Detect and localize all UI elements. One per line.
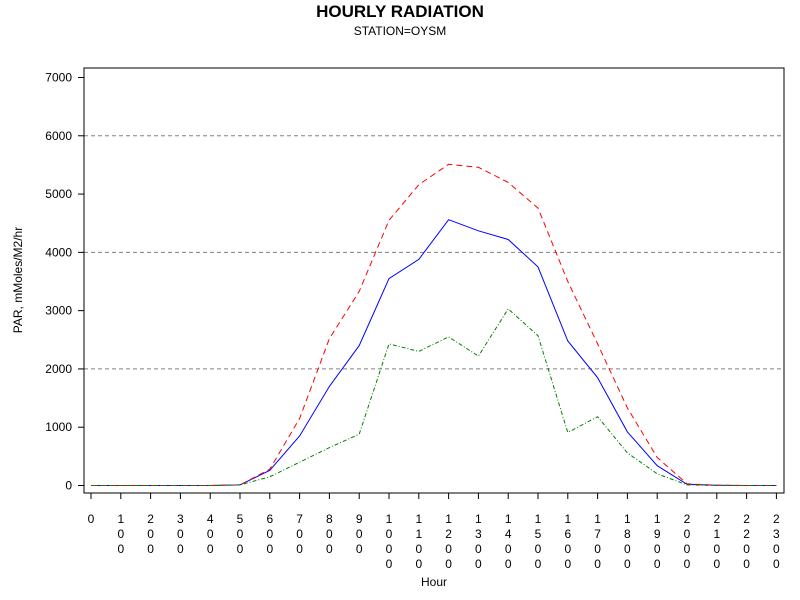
y-tick-label: 4000: [45, 245, 72, 259]
y-axis-label: PAR, mMoles/M2/hr: [11, 227, 25, 333]
y-axis: 0 1000 2000 3000 4000 5000 6000 7000: [45, 71, 84, 493]
series-line-2: [91, 163, 777, 486]
x-axis-label: Hour: [421, 575, 447, 589]
gridlines: [84, 135, 784, 370]
x-axis: 0 1 0 0 2 0 0 3 0 0 4 0 0 5 0 0 6 0 0 7 0 0 8 0 0 9 0 0 1 0 0 0 1 1 0 0 1 2 0 0…: [88, 493, 780, 571]
y-tick-label: 5000: [45, 187, 72, 201]
series-line-1: [91, 219, 777, 486]
series-lines: [91, 163, 777, 486]
plot-frame: [83, 67, 785, 494]
y-tick-label: 1000: [45, 420, 72, 434]
y-tick-label: 0: [65, 479, 72, 493]
chart-title: HOURLY RADIATION: [316, 2, 484, 21]
series-line-3: [91, 308, 777, 486]
y-tick-label: 6000: [45, 129, 72, 143]
y-tick-label: 7000: [45, 71, 72, 85]
y-tick-label: 2000: [45, 362, 72, 376]
x-tick-label: 0: [88, 512, 95, 526]
y-tick-label: 3000: [45, 304, 72, 318]
chart-subtitle: STATION=OYSM: [354, 24, 447, 38]
